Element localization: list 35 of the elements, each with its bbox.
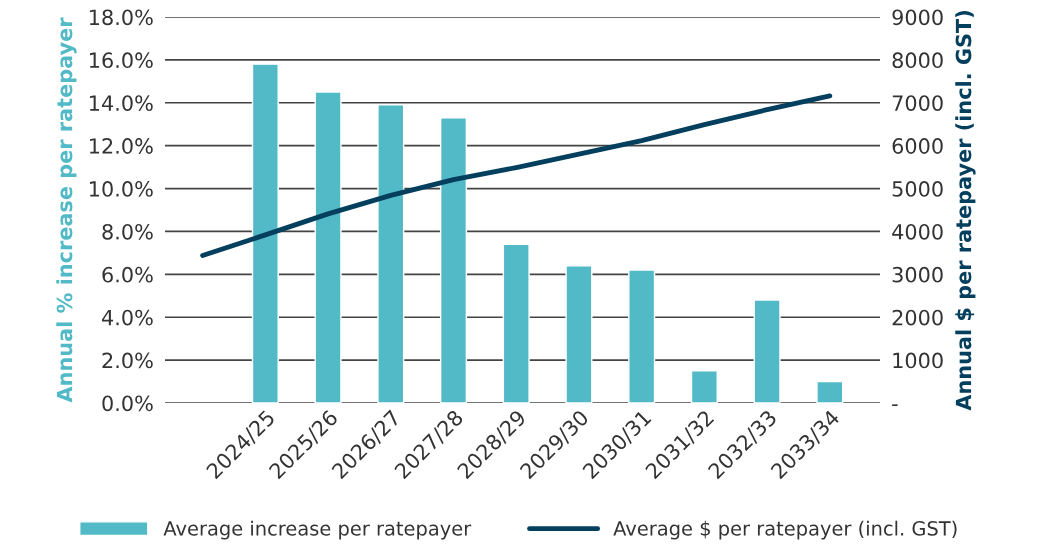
legend-label: Average $ per ratepayer (incl. GST) [613,520,957,540]
y2-tick-label: 2000 [892,309,943,326]
y-tick-label: 6.0% [102,266,153,283]
y2-tick-label: 7000 [892,95,943,111]
y-axis-title: Annual % increase per ratepayer [56,17,77,403]
bar [251,63,279,403]
bar [690,370,718,403]
y-tick-label: 16.0% [90,52,153,69]
y-tick-label: 0.0% [102,395,153,412]
y2-tick-label: 9000 [892,9,943,26]
y2-tick-label: 1000 [893,352,943,369]
y-tick-label: 12.0% [90,138,153,154]
y-tick-label: 18.0% [90,9,153,26]
line-series [200,93,833,258]
y-tick-label: 4.0% [101,309,153,326]
bar [502,243,530,403]
bar [628,269,656,403]
y2-tick-label: 8000 [892,52,943,69]
y-tick-label: 8.0% [102,223,153,240]
y2-tick-label: - [892,404,898,407]
y2-tick-label: 6000 [892,138,943,154]
bar [377,104,405,403]
legend-label: Average increase per ratepayer [163,520,472,540]
bar [753,299,781,403]
y-tick-label: 2.0% [102,352,153,369]
bar [314,91,342,403]
y2-tick-label: 5000 [892,181,943,197]
y-tick-label: 14.0% [90,95,153,111]
y2-axis-title: Annual $ per ratepayer (incl. GST) [955,11,976,411]
y-tick-label: 10.0% [90,181,153,197]
y2-tick-label: 3000 [892,266,943,283]
bar [439,117,468,403]
bar [816,380,844,403]
bar [565,265,593,403]
y2-tick-label: 4000 [892,223,943,240]
